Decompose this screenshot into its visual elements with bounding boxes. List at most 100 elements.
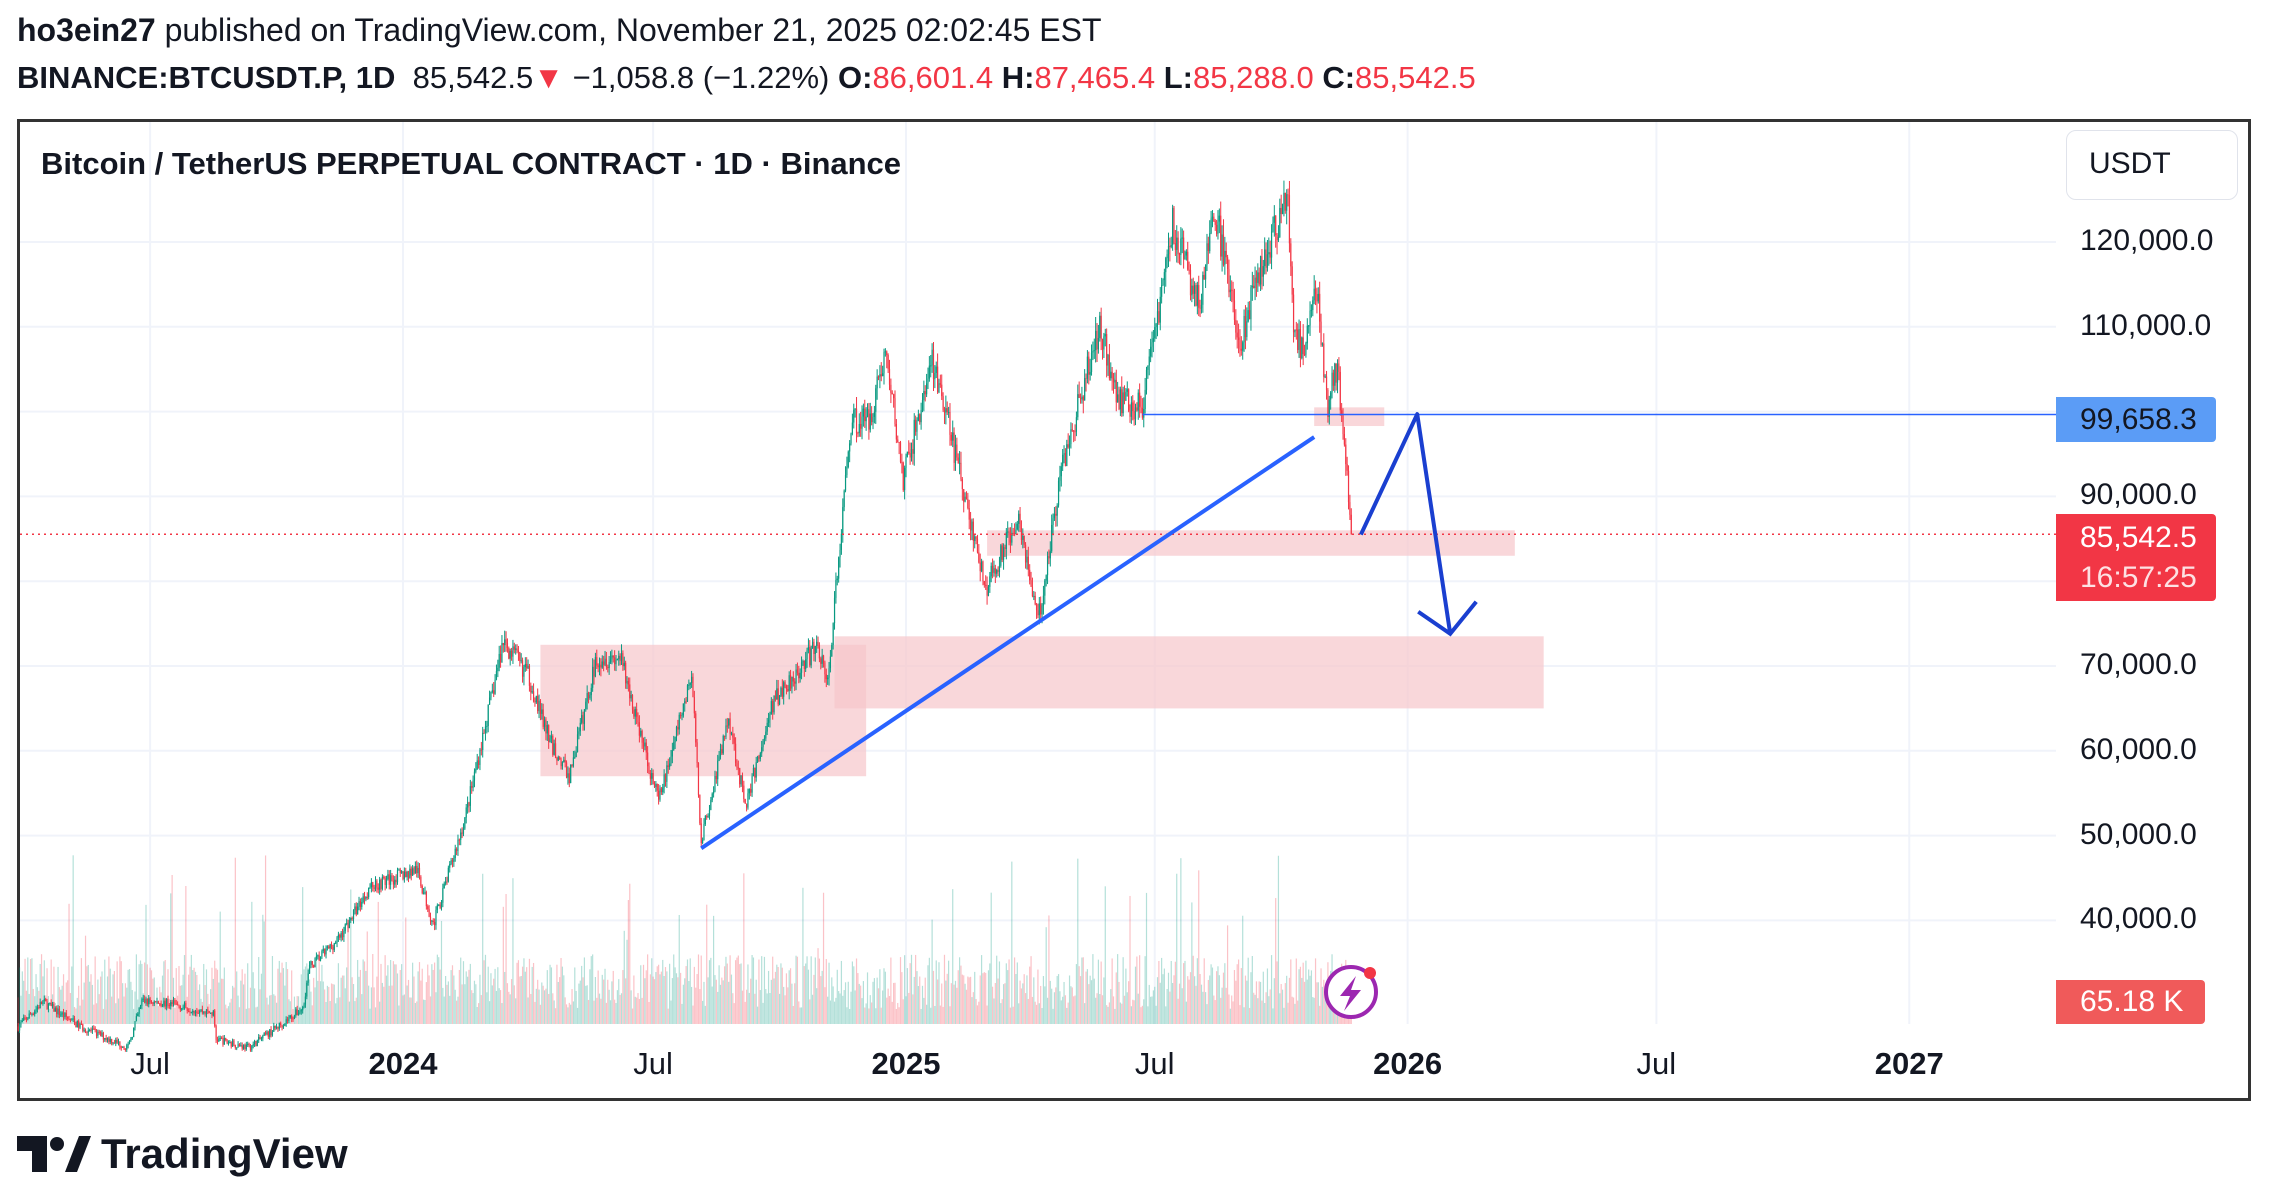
volume-bar — [964, 983, 966, 1024]
grid — [20, 122, 2056, 1024]
volume-bar — [28, 993, 30, 1024]
candle — [880, 362, 882, 382]
volume-bar — [789, 968, 792, 1024]
candle — [436, 903, 438, 914]
candle-body — [1110, 371, 1112, 379]
candle — [890, 378, 892, 404]
volume-bar — [1176, 873, 1178, 1024]
candle-body — [795, 669, 797, 684]
candle — [1008, 527, 1010, 546]
volume-bar — [97, 979, 99, 1024]
volume-bar — [241, 969, 243, 1024]
volume-bar — [1266, 968, 1269, 1024]
candle-body — [234, 1045, 236, 1048]
lightning-icon[interactable] — [1324, 965, 1378, 1019]
candle — [311, 961, 313, 968]
candle — [968, 499, 970, 530]
candle-body — [805, 659, 807, 670]
candle — [774, 690, 777, 702]
volume-bar — [1191, 902, 1193, 1024]
candle — [149, 996, 151, 1005]
author[interactable]: ho3ein27 — [17, 12, 156, 48]
volume-bar — [177, 995, 179, 1024]
candle — [302, 1005, 304, 1014]
candle-body — [185, 1003, 187, 1009]
volume-bar — [1178, 983, 1181, 1024]
volume-bar — [761, 956, 763, 1024]
candle-body — [1099, 315, 1101, 338]
volume-bar — [149, 967, 151, 1024]
volume-bar — [1294, 1003, 1296, 1024]
candle-body — [60, 1014, 62, 1016]
volume-bar — [956, 987, 958, 1024]
volume-bar — [770, 979, 772, 1024]
volume-bar — [589, 969, 591, 1024]
volume-bar — [245, 1008, 247, 1024]
candle — [365, 896, 367, 902]
volume-bar — [1106, 1005, 1108, 1024]
candle — [1101, 338, 1104, 360]
candle-body — [546, 725, 548, 734]
candle — [248, 1042, 250, 1048]
candle-body — [432, 920, 434, 922]
volume-bar — [1000, 1003, 1002, 1024]
volume-bar — [1048, 915, 1050, 1024]
volume-bar — [1286, 975, 1288, 1024]
currency-button[interactable]: USDT — [2066, 130, 2238, 200]
candle — [1048, 549, 1050, 565]
candle — [1187, 241, 1189, 271]
candle — [634, 706, 636, 725]
candle — [692, 673, 694, 698]
volume-bar — [883, 968, 885, 1024]
candle — [796, 662, 799, 676]
volume-bar — [517, 960, 520, 1024]
tradingview-logo[interactable]: TradingView — [17, 1130, 348, 1178]
candle — [1302, 324, 1304, 366]
candle — [728, 718, 730, 729]
time-tick-label: Jul — [633, 1046, 673, 1081]
volume-bar — [1077, 858, 1079, 1024]
candle — [590, 683, 592, 702]
candle — [1189, 264, 1192, 301]
volume-bar — [1217, 966, 1219, 1024]
candle — [46, 998, 48, 1010]
volume-bar — [653, 979, 656, 1024]
candle — [926, 373, 928, 398]
candle — [967, 492, 969, 510]
candle — [1023, 535, 1025, 549]
candle-body — [275, 1026, 278, 1029]
candle-body — [697, 763, 700, 795]
candle — [1070, 422, 1072, 449]
volume-bar — [336, 997, 338, 1024]
candle — [1143, 397, 1145, 428]
candle — [43, 995, 45, 1005]
volume-bar — [607, 979, 609, 1024]
candle — [387, 869, 389, 881]
volume-bar — [752, 957, 755, 1024]
candle-body — [799, 672, 801, 679]
volume-bar — [895, 1008, 897, 1024]
candle — [996, 568, 998, 578]
candle-body — [682, 703, 684, 716]
volume-bar — [369, 1008, 371, 1024]
volume-bar — [542, 985, 544, 1024]
candle-body — [472, 780, 474, 788]
volume-bar — [490, 973, 492, 1024]
candle-body — [619, 655, 621, 661]
candle-body — [615, 659, 617, 665]
candle-body — [1030, 580, 1032, 587]
volume-bar — [754, 993, 756, 1024]
candle-body — [274, 1025, 276, 1029]
candle — [990, 562, 992, 583]
candle — [1251, 271, 1253, 301]
volume-bar — [1079, 976, 1082, 1024]
candle-body — [1038, 603, 1040, 616]
candle-body — [289, 1015, 291, 1018]
candle-body — [1122, 392, 1124, 414]
volume-bar — [84, 935, 87, 1024]
volume-bar — [549, 964, 551, 1024]
candle — [744, 798, 746, 804]
volume-bar — [868, 1008, 870, 1024]
candle — [788, 671, 790, 700]
